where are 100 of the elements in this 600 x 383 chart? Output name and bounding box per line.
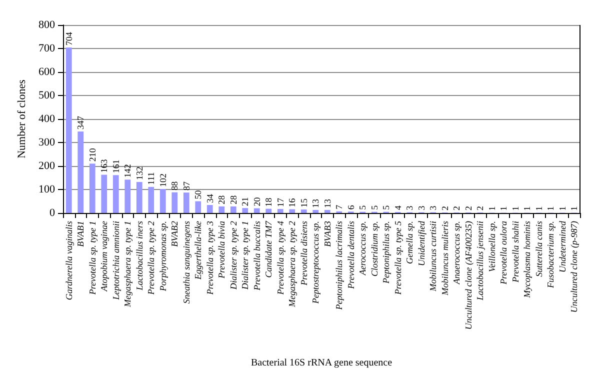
x-tick-label: Uncultured clone (AF400235): [463, 221, 474, 330]
x-tick-label: Prevotella oulora: [498, 220, 509, 286]
data-label: 111: [146, 172, 156, 185]
x-tick-label: Porphyromonas sp.: [158, 221, 168, 292]
data-label: 13: [310, 198, 321, 208]
y-tick-label: 200: [38, 160, 56, 172]
x-tick-label: BVAB1: [76, 221, 86, 247]
data-label: 21: [240, 197, 250, 206]
data-label: 1: [510, 206, 520, 211]
bar: [172, 192, 178, 213]
x-tick-label: Dialister sp. type 2: [228, 220, 238, 290]
x-axis-title: Bacterial 16S rRNA gene sequence: [250, 358, 393, 368]
data-label: 210: [87, 148, 98, 162]
x-tick-label: Mobiluncus mulieris: [440, 220, 450, 296]
data-label: 88: [170, 180, 180, 190]
data-label: 1: [486, 206, 497, 211]
x-tick-label: Aerococcus sp.: [358, 221, 368, 276]
x-tick-label: Gardnerella vaginalis: [64, 220, 74, 300]
data-label: 2: [452, 206, 462, 211]
data-label: 102: [158, 174, 168, 188]
data-label: 161: [110, 160, 121, 174]
data-label: 3: [416, 205, 426, 210]
x-tick-label: Sutterella canis: [534, 220, 544, 277]
x-tick-label: Uncultured clone (p-987): [569, 221, 580, 313]
data-label: 2: [440, 206, 450, 211]
x-tick-label: Atopobium vaginae: [99, 221, 110, 292]
x-tick-label: Unidentified: [416, 220, 426, 266]
data-label: 5: [381, 204, 392, 210]
x-tick-label: Prevotella dentalis: [346, 220, 356, 290]
bar: [78, 131, 84, 213]
x-tick-label: Peptostreptococcus sp.: [310, 221, 321, 305]
data-label: 34: [204, 194, 215, 204]
bar: [206, 205, 213, 213]
x-tick-label: Veillonella sp.: [486, 221, 497, 272]
x-tick-label: Gemella sp.: [404, 221, 415, 264]
x-tick-label: Megasphaera sp. type 1: [122, 221, 133, 308]
x-tick-label: Peptoniphilus sp.: [381, 221, 392, 284]
y-axis-title: Number of clones: [16, 80, 28, 158]
x-tick-label: Peptoniphilus lacrimalis: [334, 220, 344, 311]
bar: [66, 48, 72, 213]
bar: [312, 210, 319, 213]
data-label: 142: [122, 164, 133, 178]
y-tick-label: 700: [38, 42, 56, 54]
data-label: 1: [498, 206, 509, 211]
bar: [112, 175, 119, 213]
data-label: 16: [287, 198, 298, 208]
data-label: 20: [252, 196, 262, 206]
x-tick-label: Leptotrichia amnionii: [110, 220, 121, 301]
y-tick-label: 600: [38, 66, 56, 78]
bar: [266, 208, 272, 213]
x-tick-label: Prevotella sp. type 4: [275, 220, 286, 296]
x-tick-label: Eggerthella-like: [193, 221, 204, 280]
data-label: 13: [322, 198, 332, 208]
x-tick-label: Dialister sp. type 1: [240, 221, 250, 290]
data-label: 6: [346, 204, 356, 210]
data-label: 1: [534, 206, 544, 211]
x-tick-label: Clostridium sp.: [369, 221, 380, 277]
data-label: 132: [134, 166, 144, 180]
x-tick-label: Prevotella sp. type 2: [146, 220, 156, 296]
x-tick-label: Fusobacterium sp.: [546, 221, 556, 289]
y-tick-label: 800: [38, 19, 56, 31]
bar: [218, 206, 225, 213]
x-tick-label: BVAB2: [170, 220, 180, 247]
y-tick-label: 300: [38, 136, 56, 148]
x-tick-label: Prevotella sp. type 5: [392, 220, 403, 296]
x-tick-label: Lactobacillus jensenii: [475, 220, 486, 302]
x-tick-label: Prevotella disiens: [298, 220, 309, 286]
data-label: 1: [557, 206, 568, 211]
y-tick-label: 100: [38, 184, 56, 196]
bar: [254, 208, 260, 213]
data-label: 28: [228, 194, 238, 204]
data-label: 1: [569, 206, 580, 211]
data-label: 28: [216, 194, 227, 204]
bar: [195, 201, 202, 213]
data-label: 5: [369, 204, 380, 210]
data-label: 17: [275, 198, 286, 208]
data-label: 704: [64, 32, 74, 46]
data-label: 18: [264, 197, 274, 207]
data-label: 347: [76, 115, 86, 130]
data-label: 3: [404, 205, 415, 210]
bar: [124, 180, 131, 213]
x-tick-label: Anaerococcus sp.: [452, 221, 462, 286]
data-label: 15: [298, 198, 309, 208]
bar: [289, 209, 296, 213]
x-tick-label: Sneathia sanguinegens: [181, 220, 192, 304]
x-tick-label: Prevotella sp. type 1: [87, 221, 98, 296]
x-tick-label: BVAB3: [322, 220, 332, 247]
data-label: 87: [181, 181, 192, 191]
y-tick-label: 400: [38, 113, 56, 125]
data-label: 1: [522, 206, 532, 211]
x-tick-label: Prevotella sp. type 3: [204, 220, 215, 296]
x-tick-label: Megasphaera sp. type 2: [287, 220, 298, 308]
bar: [148, 186, 154, 213]
x-tick-label: Prevotella shahii: [510, 220, 520, 284]
bar: [230, 206, 236, 213]
x-tick-label: Prevotella buccalis: [252, 220, 262, 292]
x-tick-label: Mycoplasma hominis: [522, 220, 532, 299]
x-tick-label: Prevotella bivia: [216, 220, 227, 280]
bar: [160, 189, 166, 213]
data-label: 1: [546, 206, 556, 211]
